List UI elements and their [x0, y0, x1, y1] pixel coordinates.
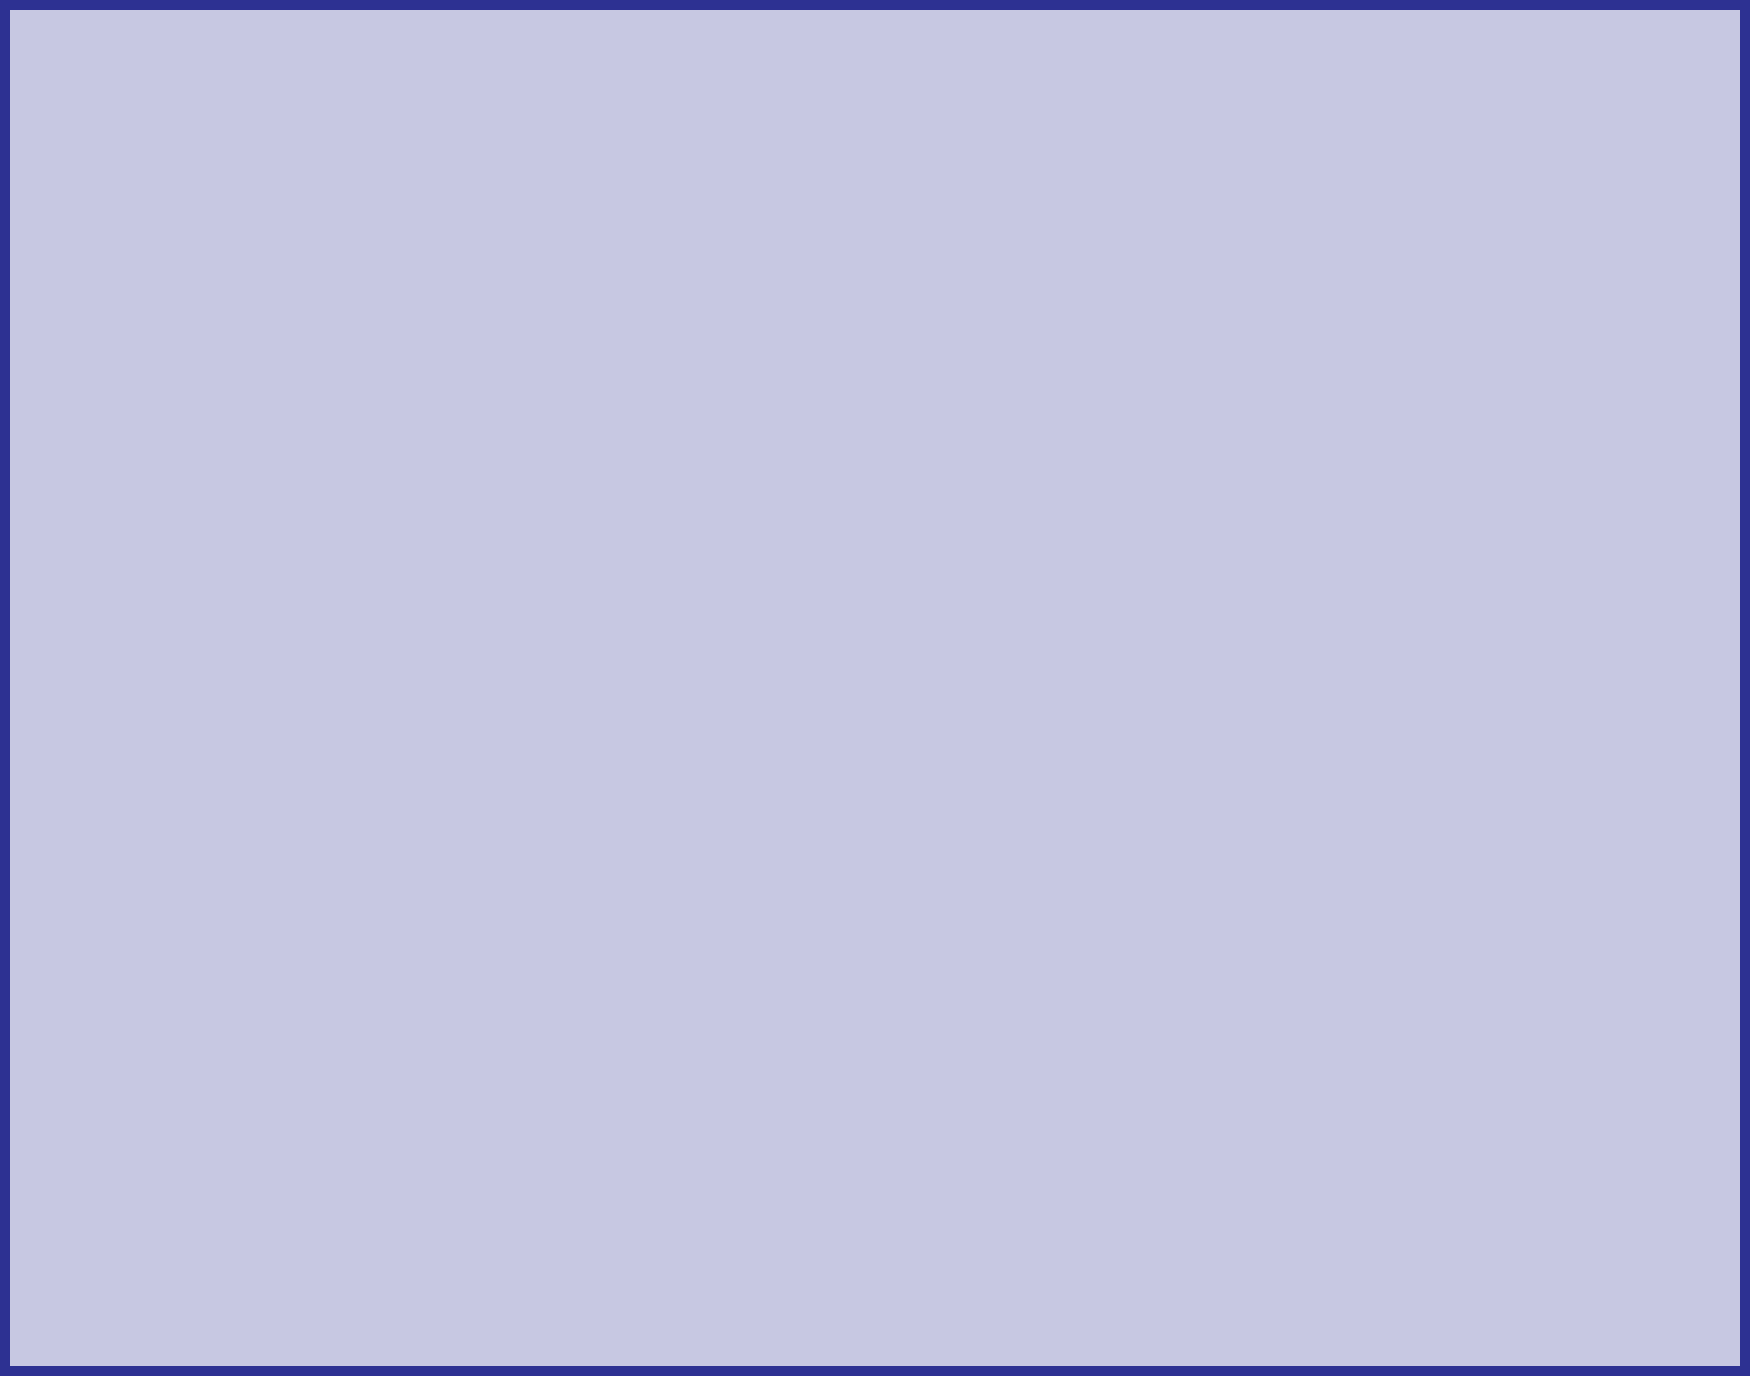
network-svg — [10, 10, 1740, 1366]
